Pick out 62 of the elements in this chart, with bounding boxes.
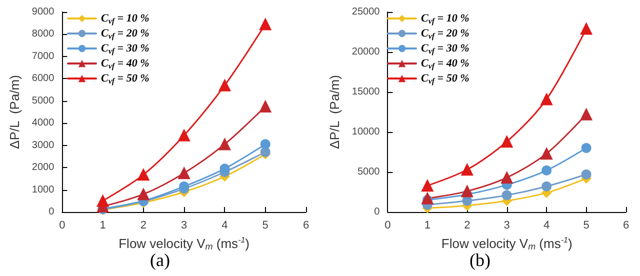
- point: [260, 147, 270, 157]
- point: [502, 190, 512, 200]
- y-tick-label: 25000: [352, 6, 380, 18]
- point: [542, 181, 552, 192]
- y-tick-label: 1000: [32, 184, 55, 196]
- point: [179, 181, 190, 192]
- x-tick-label: 2: [464, 220, 470, 232]
- point: [581, 143, 592, 153]
- point: [220, 164, 230, 174]
- point: [421, 192, 434, 204]
- point: [540, 93, 553, 106]
- y-tick-label: 15000: [352, 86, 380, 98]
- text: (b): [470, 250, 490, 270]
- point: [580, 108, 592, 120]
- x-tick-label: 5: [583, 220, 590, 232]
- y-tick-label: 4000: [32, 118, 55, 129]
- point: [500, 172, 513, 184]
- x-tick-label: 4: [544, 220, 550, 232]
- x-tick-label: 6: [302, 220, 310, 232]
- point: [178, 129, 190, 142]
- y-tick-label: 5000: [32, 95, 55, 106]
- y-tick-label: 20000: [352, 46, 380, 58]
- x-tick-label: 1: [100, 220, 106, 232]
- y-tick-label: 7000: [32, 50, 55, 62]
- y-tick-label: 10000: [352, 126, 380, 138]
- y-tick-label: 8000: [32, 28, 55, 40]
- x-tick-label: 0: [384, 220, 391, 232]
- point: [218, 138, 231, 150]
- point: [260, 139, 270, 150]
- point: [581, 169, 592, 180]
- x-tick-label: 3: [181, 220, 188, 232]
- x-tick-label: 1: [424, 220, 430, 232]
- y-axis-title: ΔP/L (Pa/m): [327, 75, 342, 149]
- point: [540, 148, 553, 160]
- x-tick-label: 6: [622, 220, 630, 232]
- y-axis-title: ΔP/L (Pa/m): [7, 75, 22, 149]
- y-tick-label: 2000: [32, 162, 55, 174]
- x-tick-label: 3: [504, 220, 510, 232]
- y-tick-label: 0: [374, 206, 380, 218]
- point: [178, 167, 190, 180]
- x-tick-label: 4: [222, 220, 228, 232]
- point: [259, 100, 272, 112]
- x-tick-label: 2: [140, 220, 146, 232]
- point: [542, 165, 552, 176]
- x-tick-label: 0: [59, 220, 66, 232]
- y-tick-label: 6000: [32, 73, 55, 84]
- y-tick-label: 3000: [32, 140, 55, 151]
- point: [461, 185, 474, 198]
- y-tick-label: 0: [48, 206, 55, 218]
- point: [461, 164, 474, 176]
- y-tick-label: 5000: [357, 166, 380, 178]
- text: (a): [150, 250, 170, 270]
- point: [500, 136, 513, 148]
- point: [580, 22, 592, 35]
- point: [259, 18, 272, 30]
- y-tick-label: 9000: [32, 6, 55, 18]
- point: [218, 79, 231, 92]
- point: [137, 168, 150, 181]
- point: [96, 194, 109, 207]
- point: [421, 180, 434, 192]
- point: [137, 188, 150, 200]
- x-tick-label: 5: [262, 220, 268, 232]
